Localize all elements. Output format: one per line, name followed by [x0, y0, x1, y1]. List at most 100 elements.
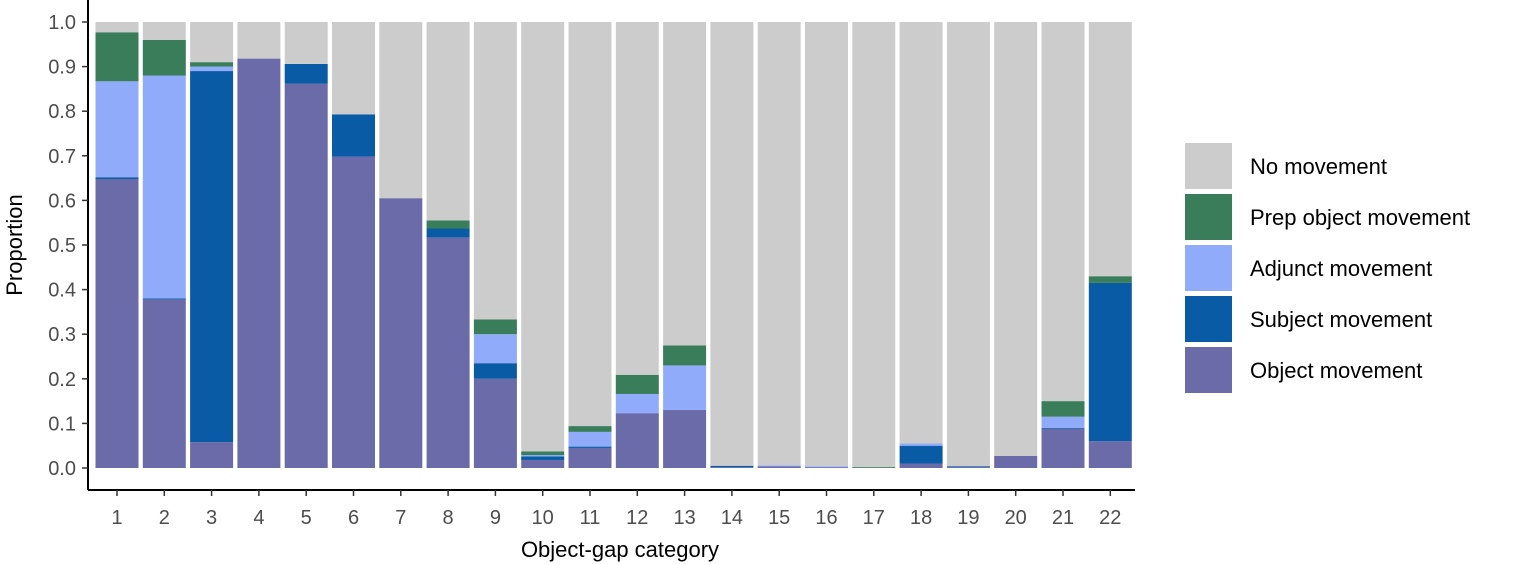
bar-segment-no-movement-5 — [284, 22, 328, 64]
bar-segment-prep-object-movement-17 — [852, 467, 896, 468]
bar-segment-adjunct-movement-13 — [663, 365, 707, 411]
bar-segment-subject-movement-10 — [521, 456, 565, 460]
bar-segment-object-movement-9 — [473, 378, 517, 468]
bar-segment-subject-movement-14 — [710, 465, 754, 468]
bar-segment-object-movement-8 — [426, 237, 470, 468]
bar-segment-object-movement-2 — [142, 299, 186, 468]
bar-segment-no-movement-8 — [426, 22, 470, 221]
legend-label-subject-movement: Subject movement — [1250, 307, 1432, 332]
bar-segment-no-movement-17 — [852, 22, 896, 468]
bar-segment-object-movement-1 — [95, 178, 139, 469]
bar-segment-object-movement-4 — [237, 58, 281, 468]
bar-segment-object-movement-12 — [615, 413, 659, 468]
bars-layer — [95, 22, 1132, 469]
y-tick-label: 0.2 — [48, 369, 76, 391]
bar-segment-object-movement-20 — [994, 455, 1038, 468]
legend-swatch-prep-object-movement — [1185, 194, 1232, 240]
bar-segment-object-movement-11 — [568, 447, 612, 468]
bar-segment-no-movement-18 — [899, 22, 943, 444]
bar-segment-object-movement-19 — [946, 467, 990, 468]
x-tick-label: 7 — [395, 507, 406, 529]
legend-label-no-movement: No movement — [1250, 154, 1387, 179]
bar-segment-no-movement-9 — [473, 22, 517, 320]
x-tick-label: 20 — [1005, 507, 1027, 529]
bar-segment-prep-object-movement-1 — [95, 32, 139, 82]
bar-segment-adjunct-movement-10 — [521, 455, 565, 457]
bar-segment-no-movement-1 — [95, 22, 139, 33]
bar-segment-object-movement-3 — [190, 442, 234, 468]
x-axis: 1 2 3 4 5 6 7 8 9 10 11 12 13 14 15 16 17 18 19 20 21 22 — [88, 489, 1135, 529]
bar-segment-prep-object-movement-3 — [190, 62, 234, 67]
x-tick-label: 3 — [206, 507, 217, 529]
bar-segment-no-movement-6 — [332, 22, 375, 115]
bar-segment-object-movement-5 — [284, 83, 328, 469]
bar-segment-prep-object-movement-10 — [521, 451, 565, 456]
x-tick-label: 1 — [111, 507, 122, 529]
bar-segment-subject-movement-11 — [568, 446, 612, 448]
y-axis-title: Proportion — [2, 194, 27, 296]
bar-segment-subject-movement-5 — [284, 63, 328, 84]
bar-segment-prep-object-movement-12 — [615, 374, 659, 394]
bar-segment-no-movement-14 — [710, 22, 754, 466]
bar-segment-adjunct-movement-21 — [1041, 416, 1085, 428]
bar-segment-subject-movement-22 — [1088, 282, 1132, 442]
bar-segment-object-movement-15 — [757, 466, 801, 468]
bar-segment-prep-object-movement-11 — [568, 426, 612, 432]
bar-segment-subject-movement-2 — [142, 298, 186, 300]
x-tick-label: 19 — [957, 507, 979, 529]
legend-swatch-object-movement — [1185, 347, 1232, 393]
x-tick-label: 4 — [253, 507, 264, 529]
bar-segment-object-movement-6 — [332, 156, 375, 468]
bar-segment-no-movement-20 — [994, 22, 1038, 456]
bar-segment-subject-movement-1 — [95, 177, 139, 179]
y-axis: 0.0 0.1 0.2 0.3 0.4 0.5 0.6 0.7 0.8 0.9 1.0 — [48, 0, 89, 490]
x-tick-label: 11 — [580, 507, 601, 529]
legend: No movement Prep object movement Adjunct m… — [1185, 143, 1470, 393]
bar-segment-object-movement-14 — [710, 467, 754, 468]
legend-label-adjunct-movement: Adjunct movement — [1250, 256, 1432, 281]
y-tick-label: 0.9 — [48, 57, 76, 79]
x-tick-label: 10 — [532, 507, 554, 529]
y-tick-label: 0.4 — [48, 280, 76, 302]
y-tick-label: 0.5 — [48, 235, 76, 257]
bar-segment-adjunct-movement-12 — [615, 393, 659, 414]
bar-segment-no-movement-19 — [946, 22, 990, 467]
bar-segment-prep-object-movement-13 — [663, 345, 707, 366]
bar-segment-no-movement-16 — [805, 22, 848, 467]
bar-segment-no-movement-13 — [663, 22, 707, 346]
bar-segment-subject-movement-8 — [426, 228, 470, 238]
legend-swatch-no-movement — [1185, 143, 1232, 189]
y-tick-label: 0.8 — [48, 101, 76, 123]
x-tick-label: 6 — [348, 507, 359, 529]
bar-segment-object-movement-18 — [899, 463, 943, 468]
bar-segment-no-movement-15 — [757, 22, 801, 466]
bar-segment-adjunct-movement-3 — [190, 66, 234, 72]
x-tick-label: 22 — [1099, 507, 1121, 529]
x-tick-label: 12 — [626, 507, 648, 529]
x-tick-label: 14 — [721, 507, 743, 529]
bar-segment-no-movement-7 — [379, 22, 423, 199]
bar-segment-no-movement-21 — [1041, 22, 1085, 402]
bar-segment-adjunct-movement-18 — [899, 443, 943, 446]
x-tick-label: 8 — [443, 507, 454, 529]
bar-segment-no-movement-10 — [521, 22, 565, 452]
x-tick-label: 9 — [490, 507, 501, 529]
bar-segment-adjunct-movement-11 — [568, 431, 612, 447]
legend-swatch-adjunct-movement — [1185, 245, 1232, 291]
bar-segment-subject-movement-9 — [473, 363, 517, 379]
bar-segment-object-movement-7 — [379, 198, 423, 469]
bar-segment-no-movement-22 — [1088, 22, 1132, 277]
x-tick-label: 21 — [1052, 507, 1074, 529]
y-tick-label: 0.0 — [48, 458, 76, 480]
bar-segment-object-movement-21 — [1041, 428, 1085, 468]
bar-segment-prep-object-movement-2 — [142, 39, 186, 76]
bar-segment-subject-movement-21 — [1041, 427, 1085, 429]
x-tick-label: 17 — [863, 507, 885, 529]
legend-label-prep-object-movement: Prep object movement — [1250, 205, 1470, 230]
y-tick-label: 0.7 — [48, 146, 76, 168]
bar-segment-adjunct-movement-2 — [142, 75, 186, 299]
x-tick-label: 18 — [910, 507, 932, 529]
x-tick-label: 16 — [815, 507, 837, 529]
bar-segment-subject-movement-19 — [946, 466, 990, 468]
